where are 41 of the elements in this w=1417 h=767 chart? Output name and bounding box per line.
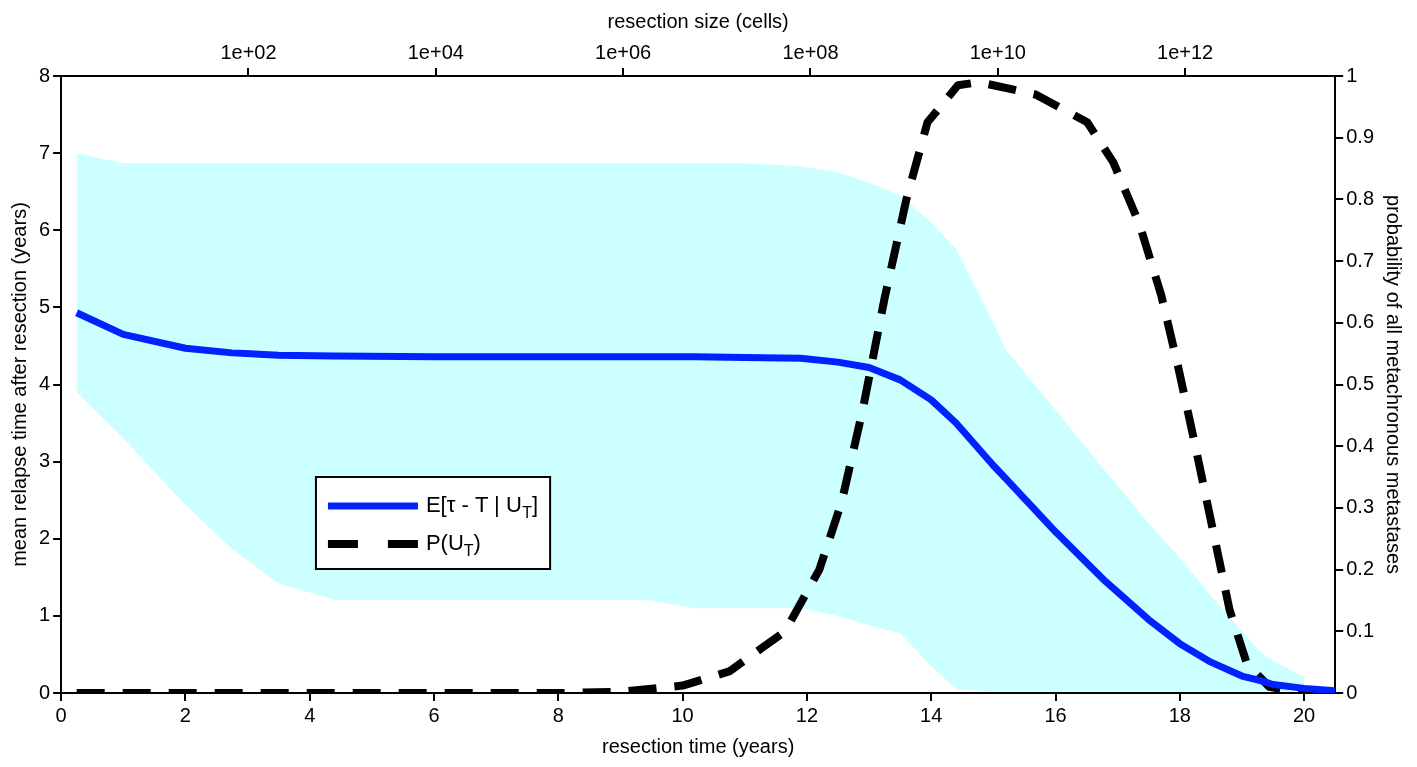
y-axis-title: mean relapse time after resection (years) [7,202,30,567]
y2-tick-label: 0.5 [1346,372,1375,395]
y2-tick-label: 0.6 [1346,310,1375,333]
x2-tick-label: 1e+04 [407,40,464,63]
x-tick-label: 2 [179,703,191,726]
x-tick-label: 12 [795,703,819,726]
y2-axis-title: probability of all metachronous metastases [1383,194,1406,575]
x2-tick-label: 1e+02 [220,40,277,63]
y2-tick-label: 0.7 [1346,248,1375,271]
y-tick-label: 3 [39,449,51,472]
y-tick-label: 0 [39,680,51,703]
x2-tick-label: 1e+12 [1157,40,1214,63]
x-tick-label: 6 [428,703,440,726]
y-tick-label: 7 [39,140,51,163]
x-tick-label: 20 [1293,703,1316,726]
y2-tick-label: 0.2 [1346,557,1375,580]
x2-tick-label: 1e+10 [969,40,1026,63]
y-tick-label: 4 [39,372,51,395]
y2-tick-label: 0.8 [1346,186,1375,209]
y2-tick-label: 0.3 [1346,495,1375,518]
y2-tick-label: 0.9 [1346,125,1375,148]
y2-tick-label: 0.4 [1346,433,1375,456]
x2-tick-label: 1e+06 [595,40,652,63]
x2-axis-title: resection size (cells) [607,9,789,32]
x-axis-title: resection time (years) [602,734,795,757]
x-tick-label: 4 [304,703,316,726]
y-tick-label: 1 [39,603,51,626]
x-tick-label: 18 [1168,703,1191,726]
x-tick-label: 0 [55,703,67,726]
x-tick-label: 14 [920,703,943,726]
y-tick-label: 8 [39,63,51,86]
y-tick-label: 5 [39,294,51,317]
x-tick-label: 8 [552,703,564,726]
x-tick-label: 10 [671,703,694,726]
y2-tick-label: 0 [1346,680,1358,703]
y-tick-label: 2 [39,526,51,549]
x-tick-label: 16 [1044,703,1067,726]
y2-tick-label: 1 [1346,63,1358,86]
y-tick-label: 6 [39,217,51,240]
x2-tick-label: 1e+08 [782,40,839,63]
y2-tick-label: 0.1 [1346,618,1375,641]
